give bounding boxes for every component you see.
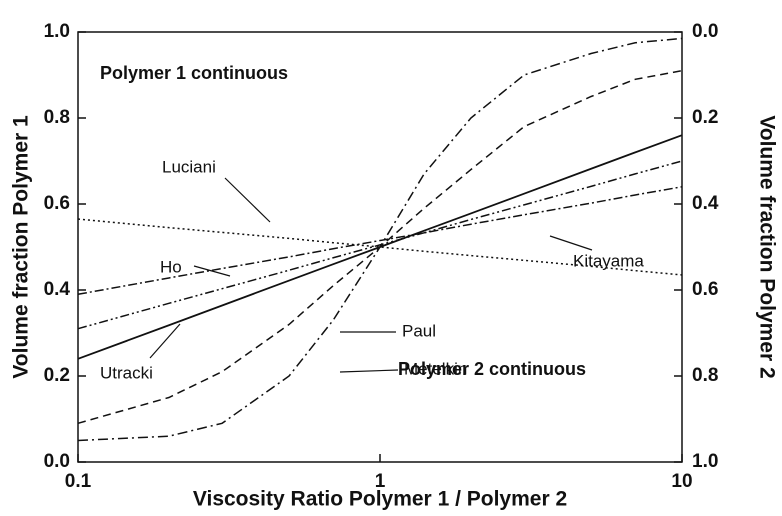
y-tick-label: 0.8 <box>44 107 70 128</box>
series-line <box>77 218 683 276</box>
y2-tick-label: 1.0 <box>692 451 718 472</box>
x-tick-label: 10 <box>671 471 692 492</box>
y-tick-label: 0.4 <box>44 279 71 300</box>
series-line <box>77 37 683 442</box>
y-tick-label: 0.6 <box>44 193 70 214</box>
arrow <box>224 177 271 223</box>
y-axis-label: Volume fraction Polymer 1 <box>10 115 33 379</box>
arrow <box>149 323 181 359</box>
curve-label: Paul <box>402 321 436 340</box>
arrow <box>339 369 399 373</box>
x-axis-label: Viscosity Ratio Polymer 1 / Polymer 2 <box>193 488 567 511</box>
curve-label: Metelkin <box>404 359 467 378</box>
region-label: Polymer 1 continuous <box>100 63 288 83</box>
curve-label: Utracki <box>100 363 153 382</box>
curve-label: Luciani <box>162 157 216 176</box>
y2-axis-label: Volume fraction Polymer 2 <box>755 115 778 378</box>
y-tick-label: 0.2 <box>44 365 70 386</box>
series-line <box>77 69 683 425</box>
y-tick-label: 1.0 <box>44 21 70 42</box>
curve-label: Ho <box>160 257 182 276</box>
y2-tick-label: 0.2 <box>692 107 718 128</box>
y-tick-label: 0.0 <box>44 451 70 472</box>
y2-tick-label: 0.8 <box>692 365 718 386</box>
x-tick-label: 0.1 <box>65 471 92 492</box>
series-line <box>77 186 683 296</box>
y2-tick-label: 0.0 <box>692 21 718 42</box>
region-label: Polymer 2 continuous <box>398 359 586 379</box>
series-line <box>77 160 683 330</box>
arrow <box>549 235 593 251</box>
x-tick-label: 1 <box>375 471 386 492</box>
y2-tick-label: 0.4 <box>692 193 719 214</box>
y2-tick-label: 0.6 <box>692 279 718 300</box>
curve-label: Kitayama <box>573 251 644 270</box>
